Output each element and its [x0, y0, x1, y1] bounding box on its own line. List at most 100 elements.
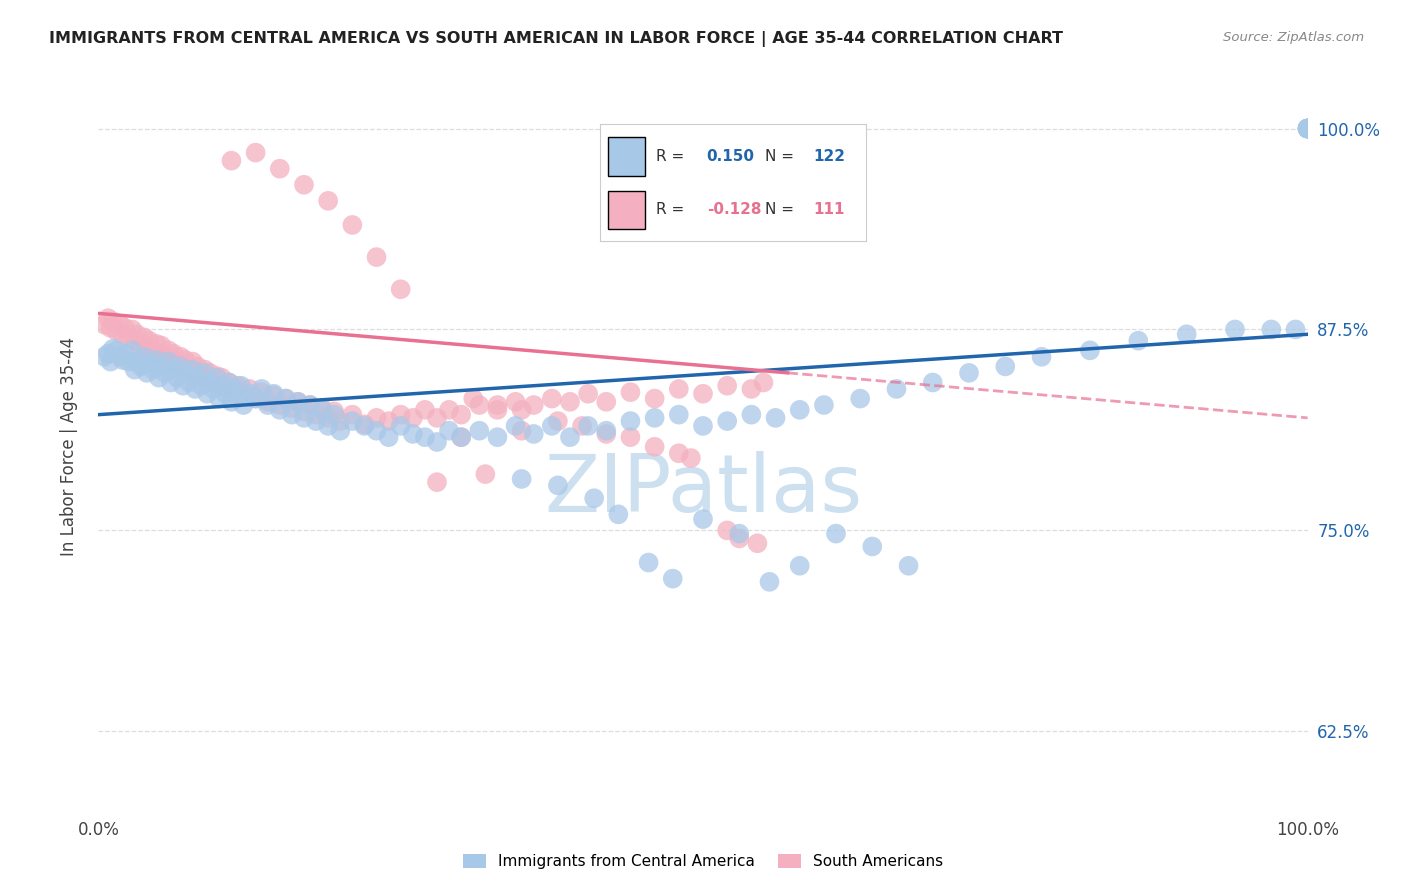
Point: [692, 512, 714, 526]
Point: [1296, 121, 1319, 136]
Point: [323, 408, 346, 422]
Point: [187, 359, 209, 374]
Point: [195, 372, 218, 386]
Point: [111, 327, 134, 342]
Point: [426, 475, 449, 490]
Point: [157, 343, 180, 358]
Point: [389, 418, 412, 433]
Point: [105, 324, 128, 338]
Point: [747, 536, 769, 550]
Point: [897, 558, 920, 573]
Point: [366, 410, 388, 425]
Point: [93, 350, 115, 364]
Point: [540, 392, 562, 406]
Point: [728, 526, 751, 541]
Point: [595, 424, 617, 438]
Point: [661, 572, 683, 586]
Point: [329, 424, 352, 438]
Point: [269, 161, 291, 176]
Point: [402, 410, 425, 425]
Point: [214, 382, 236, 396]
Point: [450, 430, 472, 444]
Point: [274, 392, 297, 406]
Point: [263, 388, 285, 402]
Point: [166, 370, 188, 384]
Point: [221, 385, 243, 400]
Point: [860, 540, 883, 554]
Point: [510, 402, 533, 417]
Point: [571, 418, 593, 433]
Point: [218, 376, 240, 390]
Point: [486, 430, 509, 444]
Point: [505, 418, 527, 433]
Point: [172, 359, 194, 374]
Point: [540, 418, 562, 433]
Point: [256, 398, 278, 412]
Point: [299, 398, 322, 412]
Point: [1175, 327, 1198, 342]
Point: [311, 402, 333, 417]
Point: [547, 414, 569, 428]
Point: [287, 394, 309, 409]
Point: [169, 359, 191, 374]
Point: [214, 386, 236, 401]
Point: [232, 386, 254, 401]
Point: [101, 342, 124, 356]
Point: [486, 398, 509, 412]
Point: [595, 426, 617, 441]
Point: [135, 366, 157, 380]
Point: [450, 408, 472, 422]
Point: [752, 376, 775, 390]
Point: [316, 194, 339, 208]
Point: [129, 359, 152, 374]
Point: [523, 398, 546, 412]
Point: [292, 404, 315, 418]
Point: [111, 353, 134, 368]
Point: [202, 376, 225, 390]
Point: [174, 366, 197, 380]
Point: [208, 378, 231, 392]
Point: [174, 353, 197, 368]
Point: [181, 362, 204, 376]
Point: [921, 376, 943, 390]
Text: IMMIGRANTS FROM CENTRAL AMERICA VS SOUTH AMERICAN IN LABOR FORCE | AGE 35-44 COR: IMMIGRANTS FROM CENTRAL AMERICA VS SOUTH…: [49, 31, 1063, 47]
Point: [413, 430, 436, 444]
Point: [245, 392, 267, 406]
Point: [226, 378, 249, 392]
Point: [97, 311, 120, 326]
Point: [160, 376, 183, 390]
Point: [329, 414, 352, 428]
Point: [153, 366, 176, 380]
Point: [134, 350, 156, 364]
Point: [153, 350, 176, 364]
Point: [145, 337, 167, 351]
Point: [274, 392, 297, 406]
Point: [142, 343, 165, 358]
Point: [1260, 322, 1282, 336]
Point: [187, 370, 209, 384]
Point: [211, 370, 233, 384]
Point: [179, 376, 201, 390]
Point: [166, 354, 188, 368]
Point: [886, 382, 908, 396]
Point: [218, 376, 240, 390]
Point: [105, 343, 128, 358]
Point: [311, 401, 333, 416]
Point: [124, 334, 146, 348]
Point: [1296, 121, 1319, 136]
Point: [765, 410, 787, 425]
Point: [994, 359, 1017, 374]
Point: [190, 378, 212, 392]
Point: [644, 410, 666, 425]
Text: ZIPatlas: ZIPatlas: [544, 450, 862, 529]
Point: [194, 366, 217, 380]
Point: [134, 330, 156, 344]
Point: [728, 532, 751, 546]
Point: [463, 392, 485, 406]
Point: [269, 402, 291, 417]
Point: [1223, 322, 1246, 336]
Point: [353, 418, 375, 433]
Point: [101, 314, 124, 328]
Point: [127, 327, 149, 342]
Point: [323, 404, 346, 418]
